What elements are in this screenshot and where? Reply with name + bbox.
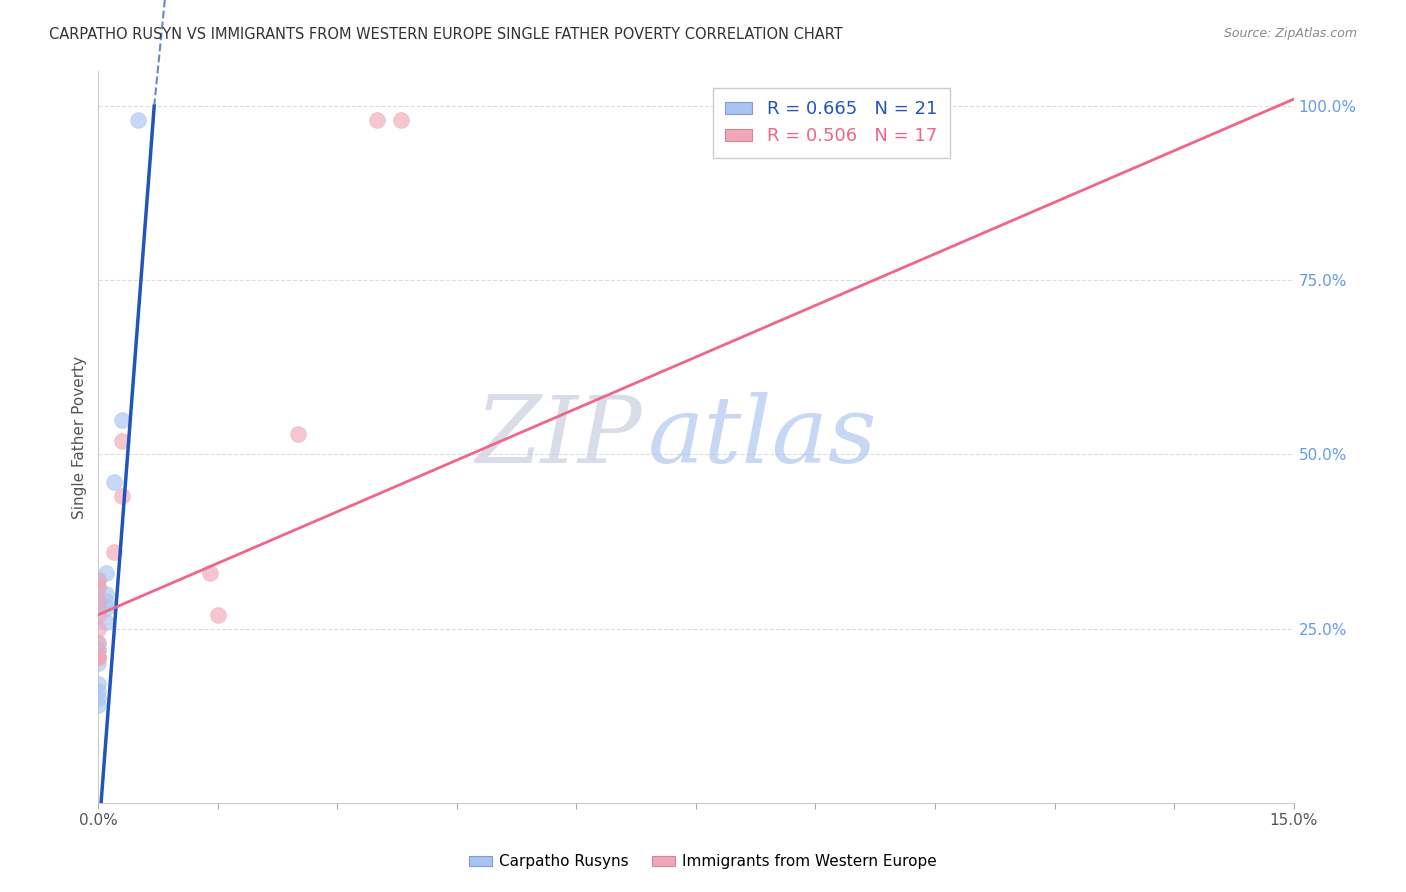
Point <box>111 412 134 426</box>
Point <box>127 113 149 128</box>
Point <box>87 642 110 657</box>
Point <box>96 566 118 580</box>
Point <box>87 635 110 649</box>
Point <box>87 698 110 713</box>
Point <box>87 600 110 615</box>
Point <box>389 113 412 128</box>
Point <box>366 113 388 128</box>
Point <box>96 600 118 615</box>
Y-axis label: Single Father Poverty: Single Father Poverty <box>72 356 87 518</box>
Legend: R = 0.665   N = 21, R = 0.506   N = 17: R = 0.665 N = 21, R = 0.506 N = 17 <box>713 87 950 158</box>
Point <box>103 475 125 490</box>
Text: atlas: atlas <box>648 392 877 482</box>
Point <box>87 573 110 587</box>
Text: CARPATHO RUSYN VS IMMIGRANTS FROM WESTERN EUROPE SINGLE FATHER POVERTY CORRELATI: CARPATHO RUSYN VS IMMIGRANTS FROM WESTER… <box>49 27 844 42</box>
Point <box>96 594 118 608</box>
Point <box>103 545 125 559</box>
Point <box>96 587 118 601</box>
Point <box>87 649 110 664</box>
Point <box>87 580 110 594</box>
Point <box>87 573 110 587</box>
Point <box>287 426 309 441</box>
Point <box>96 615 118 629</box>
Point <box>87 649 110 664</box>
Legend: Carpatho Rusyns, Immigrants from Western Europe: Carpatho Rusyns, Immigrants from Western… <box>463 848 943 875</box>
Point <box>87 642 110 657</box>
Point <box>87 635 110 649</box>
Point <box>87 677 110 691</box>
Point <box>87 594 110 608</box>
Point <box>198 566 221 580</box>
Point <box>87 594 110 608</box>
Text: Source: ZipAtlas.com: Source: ZipAtlas.com <box>1223 27 1357 40</box>
Point <box>87 649 110 664</box>
Point <box>207 607 229 622</box>
Point <box>87 649 110 664</box>
Text: ZIP: ZIP <box>475 392 643 482</box>
Point <box>111 434 134 448</box>
Point <box>87 622 110 636</box>
Point <box>87 580 110 594</box>
Point <box>87 657 110 671</box>
Point <box>111 489 134 503</box>
Point <box>87 684 110 698</box>
Point <box>87 607 110 622</box>
Point <box>87 691 110 706</box>
